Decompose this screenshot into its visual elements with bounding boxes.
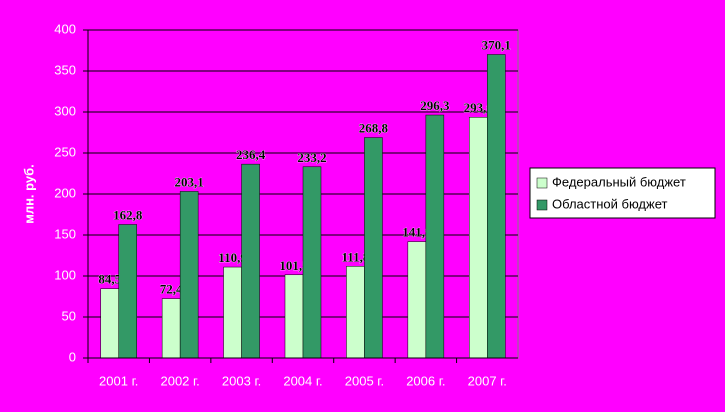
x-tick-label: 2004 г. <box>283 373 322 388</box>
bar <box>284 274 304 359</box>
data-label: 203,1 <box>175 174 204 189</box>
legend-swatch <box>536 177 548 189</box>
y-tick-label: 50 <box>62 308 76 323</box>
data-label: 268,8 <box>359 121 389 136</box>
data-label: 110,9 <box>218 250 247 265</box>
x-tick-label: 2006 г. <box>406 373 445 388</box>
data-label: 101,5 <box>279 258 309 273</box>
bar <box>241 163 260 359</box>
y-tick-label: 200 <box>54 185 76 200</box>
x-tick-label: 2002 г. <box>160 373 199 388</box>
bar <box>179 191 199 359</box>
y-axis-label: млн. руб. <box>21 164 36 224</box>
data-label: 84,5 <box>98 272 121 287</box>
data-label: 370,1 <box>482 38 511 53</box>
data-label: 141,9 <box>402 225 432 240</box>
data-label: 233,2 <box>297 150 326 165</box>
y-tick-label: 400 <box>54 21 76 36</box>
bar <box>487 54 506 359</box>
bar <box>425 114 445 359</box>
x-tick-label: 2003 г. <box>222 373 261 388</box>
legend-label: Федеральный бюджет <box>552 174 686 189</box>
y-tick-label: 350 <box>54 62 76 77</box>
data-label: 162,8 <box>113 207 143 222</box>
data-label: 72,4 <box>160 282 183 297</box>
bar <box>407 241 427 359</box>
y-tick-label: 150 <box>54 226 76 241</box>
data-label: 236,4 <box>236 147 266 162</box>
bar <box>346 266 365 359</box>
y-tick-label: 250 <box>54 144 76 159</box>
bar <box>364 137 383 359</box>
y-tick-label: 0 <box>69 349 76 364</box>
y-tick-label: 100 <box>54 267 76 282</box>
legend <box>529 167 716 219</box>
bar <box>161 298 181 359</box>
x-tick-label: 2001 г. <box>99 373 138 388</box>
data-label: 293,6 <box>464 100 494 115</box>
x-tick-label: 2005 г. <box>345 373 384 388</box>
data-label: 111,8 <box>342 249 370 264</box>
bar <box>302 166 322 359</box>
bar <box>100 288 119 359</box>
data-label: 296,3 <box>420 98 450 113</box>
bar <box>223 266 242 359</box>
legend-label: Областной бюджет <box>552 196 668 211</box>
x-tick-label: 2007 г. <box>468 373 507 388</box>
legend-swatch <box>536 199 548 211</box>
bar <box>118 224 137 359</box>
bar <box>469 116 488 359</box>
y-tick-label: 300 <box>54 103 76 118</box>
